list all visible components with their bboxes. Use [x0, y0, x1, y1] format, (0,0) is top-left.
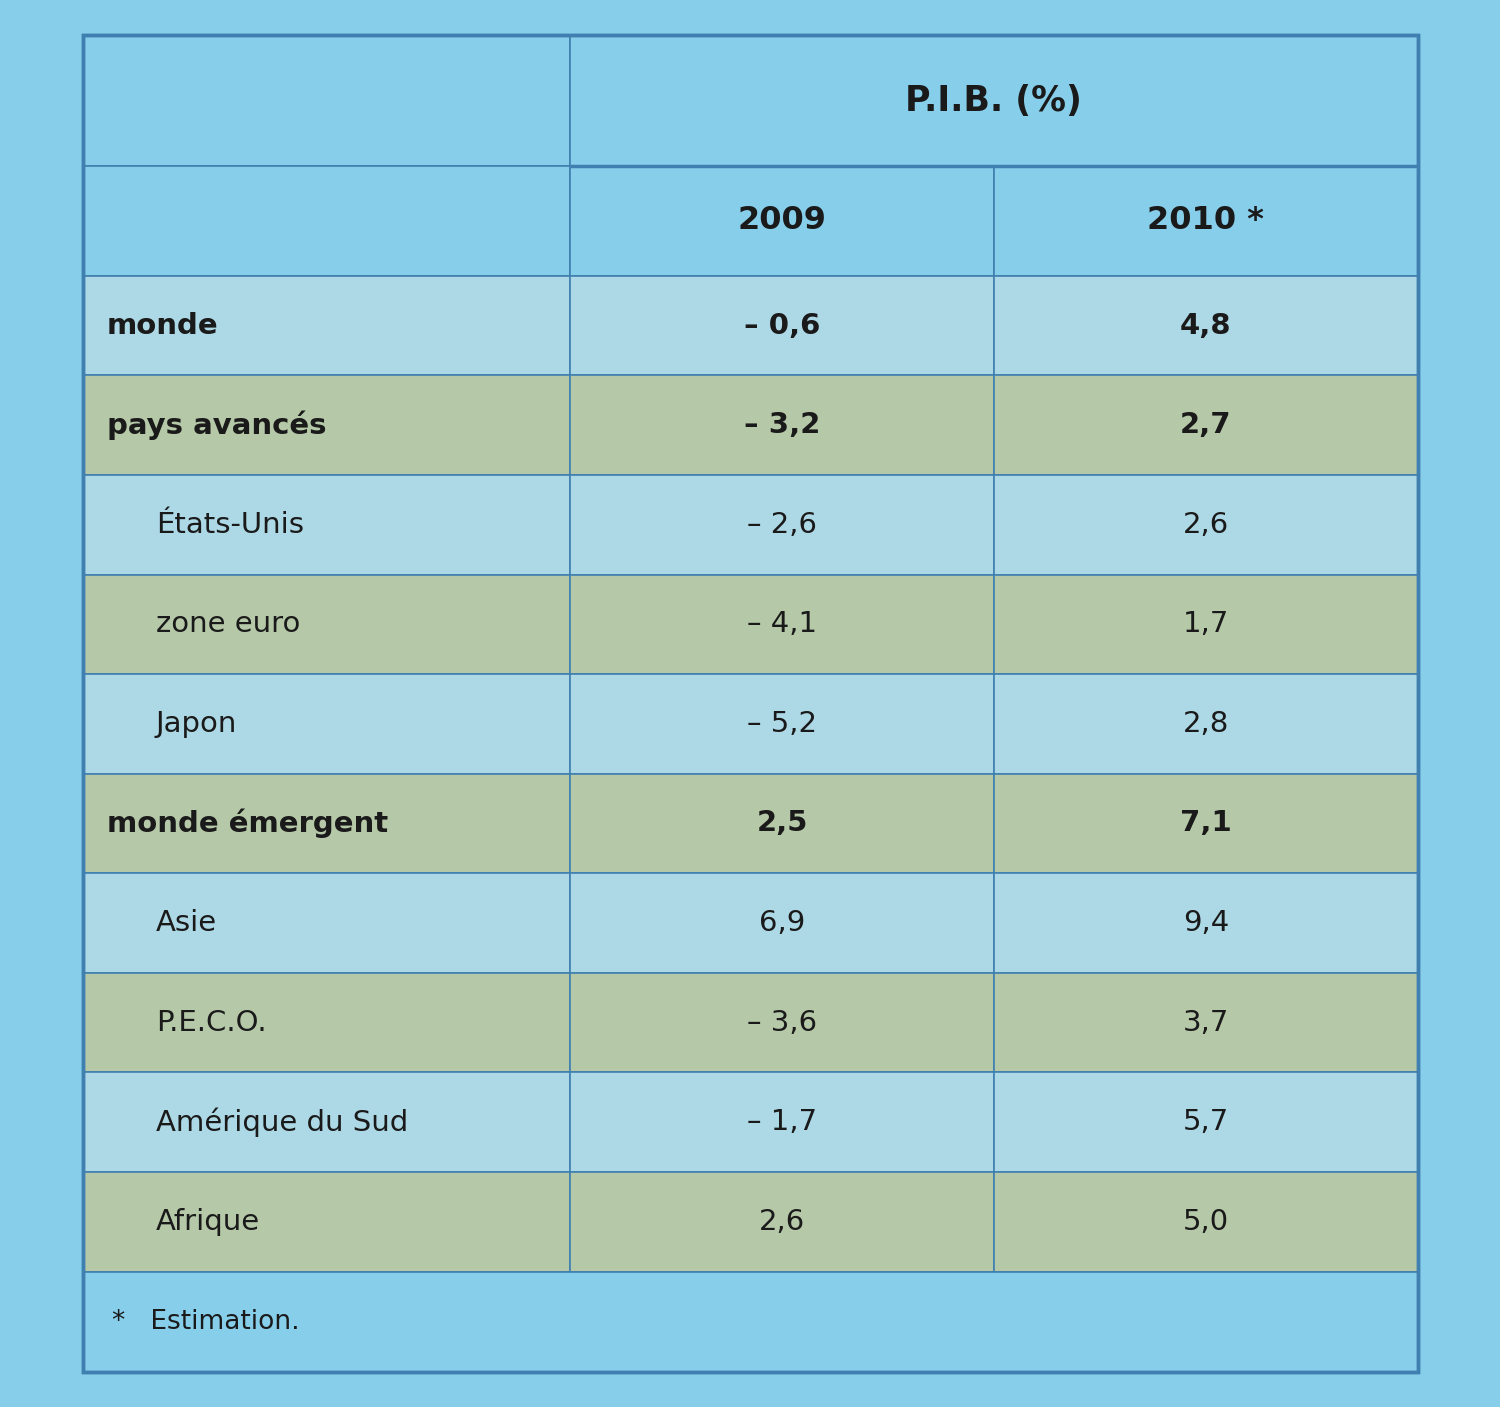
Text: Afrique: Afrique [156, 1207, 260, 1235]
Text: 2,5: 2,5 [756, 809, 807, 837]
Bar [994, 166, 1418, 276]
Text: monde: monde [106, 311, 218, 339]
Bar [994, 1172, 1418, 1272]
Text: – 3,2: – 3,2 [744, 411, 821, 439]
Bar [82, 276, 570, 376]
Text: 2,6: 2,6 [759, 1207, 806, 1235]
Bar [570, 674, 994, 774]
Text: *   Estimation.: * Estimation. [112, 1309, 300, 1335]
Text: 1,7: 1,7 [1182, 611, 1228, 639]
Text: 6,9: 6,9 [759, 909, 806, 937]
Bar [994, 774, 1418, 874]
Text: – 2,6: – 2,6 [747, 511, 818, 539]
Text: P.E.C.O.: P.E.C.O. [156, 1009, 267, 1037]
Text: 3,7: 3,7 [1182, 1009, 1228, 1037]
Text: zone euro: zone euro [156, 611, 300, 639]
Text: – 1,7: – 1,7 [747, 1109, 818, 1137]
Text: 5,7: 5,7 [1184, 1109, 1228, 1137]
Text: – 0,6: – 0,6 [744, 311, 821, 339]
Text: – 3,6: – 3,6 [747, 1009, 818, 1037]
Bar [82, 166, 570, 276]
Bar [570, 972, 994, 1072]
Bar [570, 1072, 994, 1172]
Bar [570, 476, 994, 574]
Text: monde émergent: monde émergent [106, 809, 387, 839]
Bar [82, 674, 570, 774]
Bar [994, 574, 1418, 674]
Bar [570, 874, 994, 972]
Bar [994, 1072, 1418, 1172]
Text: 2010 *: 2010 * [1148, 205, 1264, 236]
Text: Japon: Japon [156, 711, 237, 737]
Bar [570, 574, 994, 674]
Bar [994, 972, 1418, 1072]
Text: 2,8: 2,8 [1182, 711, 1228, 737]
Bar [570, 376, 994, 476]
Bar [82, 1172, 570, 1272]
Bar [994, 476, 1418, 574]
Text: – 5,2: – 5,2 [747, 711, 818, 737]
Text: États-Unis: États-Unis [156, 511, 304, 539]
Bar [82, 1272, 1417, 1372]
Text: pays avancés: pays avancés [106, 411, 326, 440]
Text: Amérique du Sud: Amérique du Sud [156, 1107, 408, 1137]
Text: 7,1: 7,1 [1180, 809, 1231, 837]
Bar [570, 35, 1418, 166]
Text: 9,4: 9,4 [1184, 909, 1228, 937]
Bar [82, 874, 570, 972]
Bar [570, 774, 994, 874]
Bar [570, 166, 994, 276]
Bar [994, 376, 1418, 476]
Bar [82, 35, 1417, 1372]
Bar [994, 674, 1418, 774]
Bar [570, 276, 994, 376]
Text: 5,0: 5,0 [1184, 1207, 1228, 1235]
Bar [994, 874, 1418, 972]
Bar [82, 574, 570, 674]
Bar [82, 376, 570, 476]
Text: – 4,1: – 4,1 [747, 611, 818, 639]
Bar [82, 774, 570, 874]
Text: 2,7: 2,7 [1180, 411, 1231, 439]
Text: 4,8: 4,8 [1180, 311, 1231, 339]
Bar [82, 35, 1417, 1372]
Text: Asie: Asie [156, 909, 218, 937]
Bar [570, 1172, 994, 1272]
Bar [82, 476, 570, 574]
Bar [82, 1072, 570, 1172]
Bar [82, 35, 570, 166]
Bar [82, 972, 570, 1072]
Text: 2009: 2009 [738, 205, 827, 236]
Bar [994, 276, 1418, 376]
Text: 2,6: 2,6 [1184, 511, 1228, 539]
Text: P.I.B. (%): P.I.B. (%) [904, 83, 1082, 118]
